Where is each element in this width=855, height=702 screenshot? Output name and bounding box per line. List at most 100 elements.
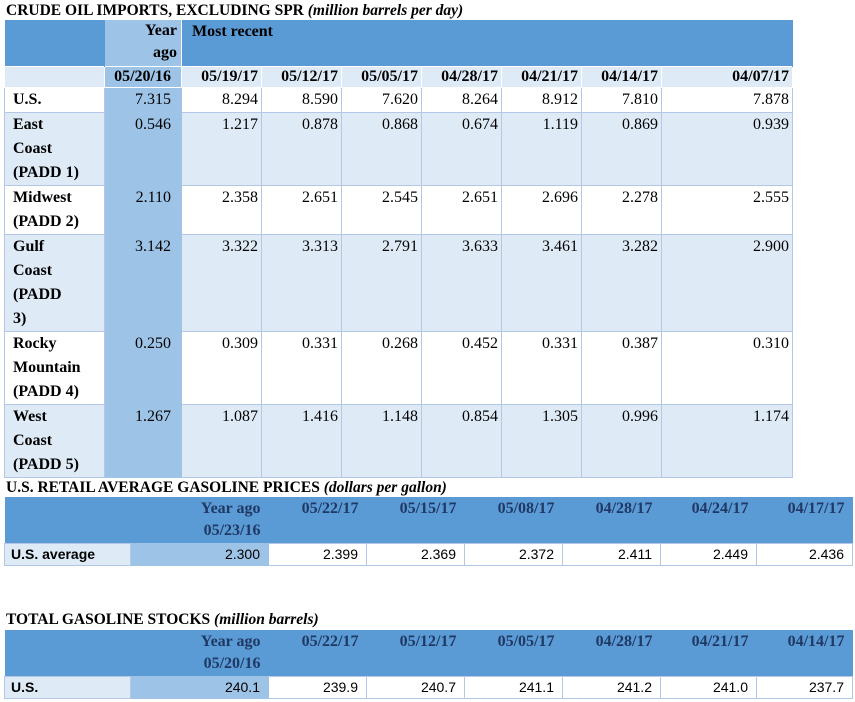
- date-cell: 04/07/17: [660, 65, 794, 88]
- year-ago-label: Year ago: [145, 22, 177, 61]
- crude-oil-table: Year ago Most recent 05/20/16 05/19/17 0…: [4, 20, 794, 478]
- date-cell: 05/22/17: [268, 630, 367, 676]
- value-cell: 0.878: [261, 111, 342, 186]
- value-cell: 0.268: [341, 330, 422, 405]
- row-label: Gulf Coast (PADD 3): [4, 233, 105, 332]
- value-cell: 1.217: [181, 111, 262, 186]
- value-cell: 241.0: [660, 675, 757, 699]
- table-row: U.S. average 2.300 2.399 2.369 2.372 2.4…: [4, 542, 853, 566]
- value-cell: 3.461: [501, 233, 582, 332]
- date-cell: 05/22/17: [268, 497, 367, 543]
- value-cell: 0.996: [581, 403, 662, 478]
- value-cell: 0.387: [581, 330, 662, 405]
- year-ago-header: Year ago 05/23/16: [130, 497, 269, 543]
- row-label: East Coast (PADD 1): [4, 111, 105, 186]
- header-blank-cell: [4, 20, 105, 66]
- date-cell: 04/21/17: [660, 630, 757, 676]
- gasoline-prices-title-text: U.S. RETAIL AVERAGE GASOLINE PRICES: [6, 479, 320, 496]
- value-cell: 0.310: [660, 330, 794, 405]
- value-cell: 2.369: [366, 542, 465, 566]
- value-cell: 0.546: [104, 111, 182, 186]
- value-cell: 2.555: [660, 184, 794, 235]
- row-label: U.S. average: [4, 542, 131, 566]
- date-cell: 05/05/17: [341, 65, 422, 88]
- date-cell: 04/17/17: [756, 497, 853, 543]
- value-cell: 240.7: [366, 675, 465, 699]
- value-cell: 8.912: [501, 86, 582, 113]
- date-cell: 05/15/17: [366, 497, 465, 543]
- value-cell: 7.620: [341, 86, 422, 113]
- value-cell: 2.791: [341, 233, 422, 332]
- date-cell: 04/21/17: [501, 65, 582, 88]
- value-cell: 8.294: [181, 86, 262, 113]
- value-cell: 2.411: [562, 542, 661, 566]
- gasoline-stocks-unit: (million barrels): [214, 611, 319, 628]
- value-cell: 0.331: [501, 330, 582, 405]
- value-cell: 8.590: [261, 86, 342, 113]
- date-cell: 04/28/17: [562, 630, 661, 676]
- table-row: West Coast (PADD 5) 1.267 1.087 1.416 1.…: [4, 403, 794, 478]
- value-cell: 2.278: [581, 184, 662, 235]
- header-blank-cell: [4, 630, 131, 676]
- gasoline-prices-title: U.S. RETAIL AVERAGE GASOLINE PRICES (dol…: [6, 479, 447, 497]
- date-cell: 04/24/17: [660, 497, 757, 543]
- value-cell: 2.358: [181, 184, 262, 235]
- value-cell: 0.854: [421, 403, 502, 478]
- date-cell: 04/28/17: [421, 65, 502, 88]
- crude-dates-row: 05/20/16 05/19/17 05/12/17 05/05/17 04/2…: [4, 65, 794, 88]
- gasoline-prices-header-row: Year ago 05/23/16 05/22/17 05/15/17 05/0…: [4, 497, 853, 543]
- value-cell: 3.142: [104, 233, 182, 332]
- gasoline-stocks-title-text: TOTAL GASOLINE STOCKS: [6, 611, 211, 628]
- value-cell: 3.282: [581, 233, 662, 332]
- value-cell: 3.322: [181, 233, 262, 332]
- row-label: Midwest (PADD 2): [4, 184, 105, 235]
- value-cell: 2.696: [501, 184, 582, 235]
- value-cell: 2.545: [341, 184, 422, 235]
- value-cell: 240.1: [130, 675, 269, 699]
- value-cell: 0.331: [261, 330, 342, 405]
- date-cell: 05/05/17: [464, 630, 563, 676]
- date-cell: 05/20/16: [104, 65, 182, 88]
- gasoline-stocks-header-row: Year ago 05/20/16 05/22/17 05/12/17 05/0…: [4, 630, 853, 676]
- value-cell: 241.1: [464, 675, 563, 699]
- value-cell: 7.878: [660, 86, 794, 113]
- value-cell: 7.810: [581, 86, 662, 113]
- value-cell: 2.110: [104, 184, 182, 235]
- value-cell: 0.674: [421, 111, 502, 186]
- value-cell: 1.148: [341, 403, 422, 478]
- value-cell: 241.2: [562, 675, 661, 699]
- date-cell: 04/14/17: [756, 630, 853, 676]
- table-row: East Coast (PADD 1) 0.546 1.217 0.878 0.…: [4, 111, 794, 186]
- value-cell: 2.300: [130, 542, 269, 566]
- row-label: Rocky Mountain (PADD 4): [4, 330, 105, 405]
- date-cell: 05/12/17: [261, 65, 342, 88]
- row-label: West Coast (PADD 5): [4, 403, 105, 478]
- most-recent-label: Most recent: [192, 23, 273, 40]
- value-cell: 0.452: [421, 330, 502, 405]
- year-ago-date: 05/23/16: [203, 522, 261, 539]
- value-cell: 2.372: [464, 542, 563, 566]
- crude-oil-unit: (million barrels per day): [307, 2, 464, 19]
- date-cell: 05/08/17: [464, 497, 563, 543]
- year-ago-header: Year ago 05/20/16: [130, 630, 269, 676]
- gasoline-stocks-title: TOTAL GASOLINE STOCKS (million barrels): [6, 611, 319, 629]
- year-ago-date: 05/20/16: [203, 655, 261, 672]
- value-cell: 1.305: [501, 403, 582, 478]
- value-cell: 237.7: [756, 675, 853, 699]
- table-row: U.S. 7.315 8.294 8.590 7.620 8.264 8.912…: [4, 86, 794, 113]
- value-cell: 1.119: [501, 111, 582, 186]
- value-cell: 0.309: [181, 330, 262, 405]
- gasoline-prices-unit: (dollars per gallon): [323, 479, 447, 496]
- value-cell: 2.436: [756, 542, 853, 566]
- value-cell: 8.264: [421, 86, 502, 113]
- value-cell: 1.267: [104, 403, 182, 478]
- value-cell: 2.399: [268, 542, 367, 566]
- value-cell: 7.315: [104, 86, 182, 113]
- value-cell: 0.250: [104, 330, 182, 405]
- table-row: Midwest (PADD 2) 2.110 2.358 2.651 2.545…: [4, 184, 794, 235]
- row-label: U.S.: [4, 675, 131, 699]
- value-cell: 0.868: [341, 111, 422, 186]
- value-cell: 3.313: [261, 233, 342, 332]
- year-ago-label: Year ago: [200, 500, 261, 517]
- value-cell: 1.416: [261, 403, 342, 478]
